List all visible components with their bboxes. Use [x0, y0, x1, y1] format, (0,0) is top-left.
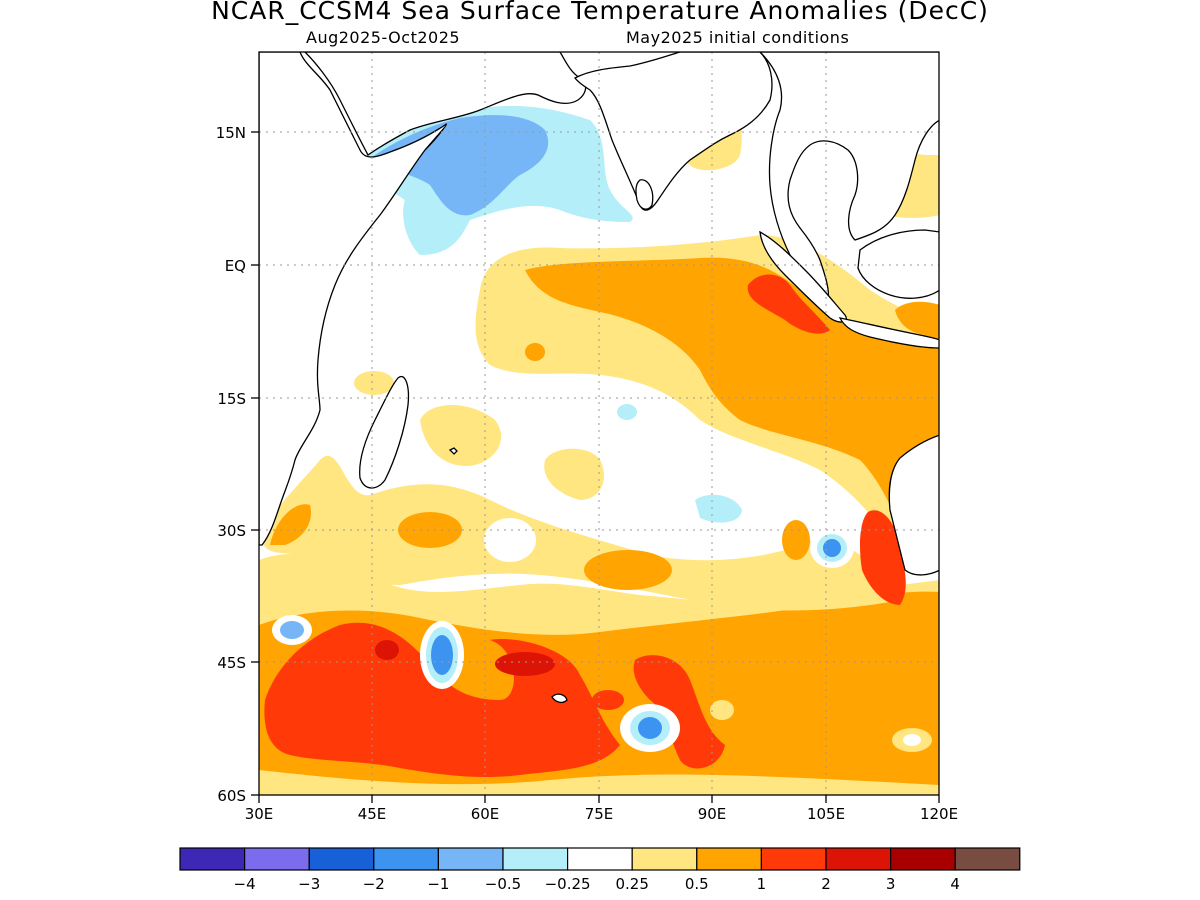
anomaly-region-60e-yellow	[420, 405, 502, 466]
latitude-labels: 15N EQ 15S 30S 45S 60S	[216, 124, 246, 805]
colorbar-swatch	[308, 847, 375, 871]
land-india	[574, 52, 773, 211]
cool-patch-90e	[695, 494, 742, 523]
land-sri-lanka	[635, 179, 654, 210]
initial-conditions: May2025 initial conditions	[626, 28, 850, 47]
anomaly-core-45e	[375, 640, 399, 660]
lon-label: 60E	[471, 805, 500, 823]
lat-label: EQ	[225, 257, 246, 275]
white-patch-90e	[710, 700, 734, 720]
anomaly-region-sumatra-red	[747, 274, 830, 334]
land-southeast-asia	[759, 52, 939, 301]
colorbar-label: 4	[950, 875, 960, 893]
land-kerguelen	[551, 693, 568, 704]
cool-eddy-55e-inner	[431, 635, 453, 675]
colorbar-label: −2	[363, 875, 385, 893]
anomaly-region-70e-yellow	[544, 448, 604, 500]
white-patch-65e	[484, 518, 536, 562]
anomaly-region-bottom-edge	[259, 770, 939, 795]
land-australia	[888, 434, 939, 576]
anomaly-field	[259, 52, 939, 795]
coastlines	[259, 52, 939, 704]
colorbar-swatch	[825, 847, 892, 871]
colorbar-swatch	[373, 847, 439, 871]
lon-label: 105E	[807, 805, 845, 823]
anomaly-region-east-orange	[525, 257, 939, 560]
lat-label: 45S	[217, 654, 246, 672]
map-title: NCAR_CCSM4 Sea Surface Temperature Anoma…	[211, 0, 989, 25]
colorbar-swatch	[631, 847, 698, 871]
colorbar-swatch	[502, 847, 569, 871]
colorbar-swatch	[954, 847, 1021, 871]
lon-label: 90E	[698, 805, 727, 823]
colorbar-label: −1	[427, 875, 449, 893]
land-reunion	[448, 447, 458, 455]
anomaly-region-midlat-yellow	[262, 455, 900, 611]
colorbar-swatch	[760, 847, 827, 871]
cool-eddy-36e-inner	[280, 621, 304, 639]
lat-label: 15S	[217, 390, 246, 408]
anomaly-region-48e-orange	[398, 512, 462, 548]
land-africa	[259, 52, 447, 546]
anomaly-region-71e-red	[592, 690, 624, 710]
colorbar-swatch	[566, 847, 633, 871]
gridlines	[259, 52, 939, 795]
axis-ticks	[251, 131, 940, 803]
colorbar-label: −0.25	[545, 875, 591, 893]
colorbar-label: 1	[757, 875, 767, 893]
anomaly-region-33e-orange	[270, 504, 311, 545]
colorbar-label: −4	[234, 875, 256, 893]
cool-region-arabian-sea-blue	[368, 115, 549, 216]
white-patch-115e-core	[903, 734, 921, 746]
anomaly-region-75e-orange	[584, 550, 672, 590]
land-java	[838, 317, 939, 349]
anomaly-region-wa-coast-orange	[915, 397, 939, 440]
lon-label: 75E	[585, 805, 614, 823]
colorbar-swatch	[244, 847, 310, 871]
lon-label: 30E	[245, 805, 274, 823]
lon-label: 120E	[920, 805, 958, 823]
colorbar-swatch	[696, 847, 762, 871]
anomaly-region-62e-orange	[525, 343, 545, 361]
anomaly-region-45e-yellow	[354, 371, 394, 395]
anomaly-region-java-orange	[895, 301, 939, 336]
colorbar-label: 0.25	[615, 875, 648, 893]
anomaly-region-85e-red	[633, 655, 725, 769]
lat-label: 15N	[216, 124, 246, 142]
cool-eddy-105e-inner	[823, 539, 841, 557]
colorbar-swatch	[437, 847, 504, 871]
longitude-labels: 30E 45E 60E 75E 90E 105E 120E	[245, 805, 958, 823]
lat-label: 30S	[217, 522, 246, 540]
colorbar-label: 2	[821, 875, 831, 893]
colorbar-swatch	[889, 847, 956, 871]
white-patch-95e	[782, 520, 810, 560]
anomaly-core-63e	[495, 652, 555, 676]
cool-patch-77e	[617, 404, 637, 420]
forecast-period: Aug2025-Oct2025	[306, 28, 461, 47]
land-madagascar	[359, 375, 410, 489]
colorbar: −4 −3 −2 −1 −0.5 −0.25 0.25 0.5 1 2 3 4	[179, 847, 1021, 893]
land-borneo	[857, 229, 939, 299]
anomaly-region-wa-red	[860, 510, 906, 605]
lat-label: 60S	[217, 787, 246, 805]
lon-label: 45E	[358, 805, 387, 823]
colorbar-label: 0.5	[685, 875, 709, 893]
cool-eddy-82e-inner	[638, 717, 662, 739]
colorbar-label: −3	[298, 875, 320, 893]
colorbar-label: 3	[886, 875, 896, 893]
colorbar-swatch	[179, 847, 246, 871]
colorbar-label: −0.5	[485, 875, 521, 893]
